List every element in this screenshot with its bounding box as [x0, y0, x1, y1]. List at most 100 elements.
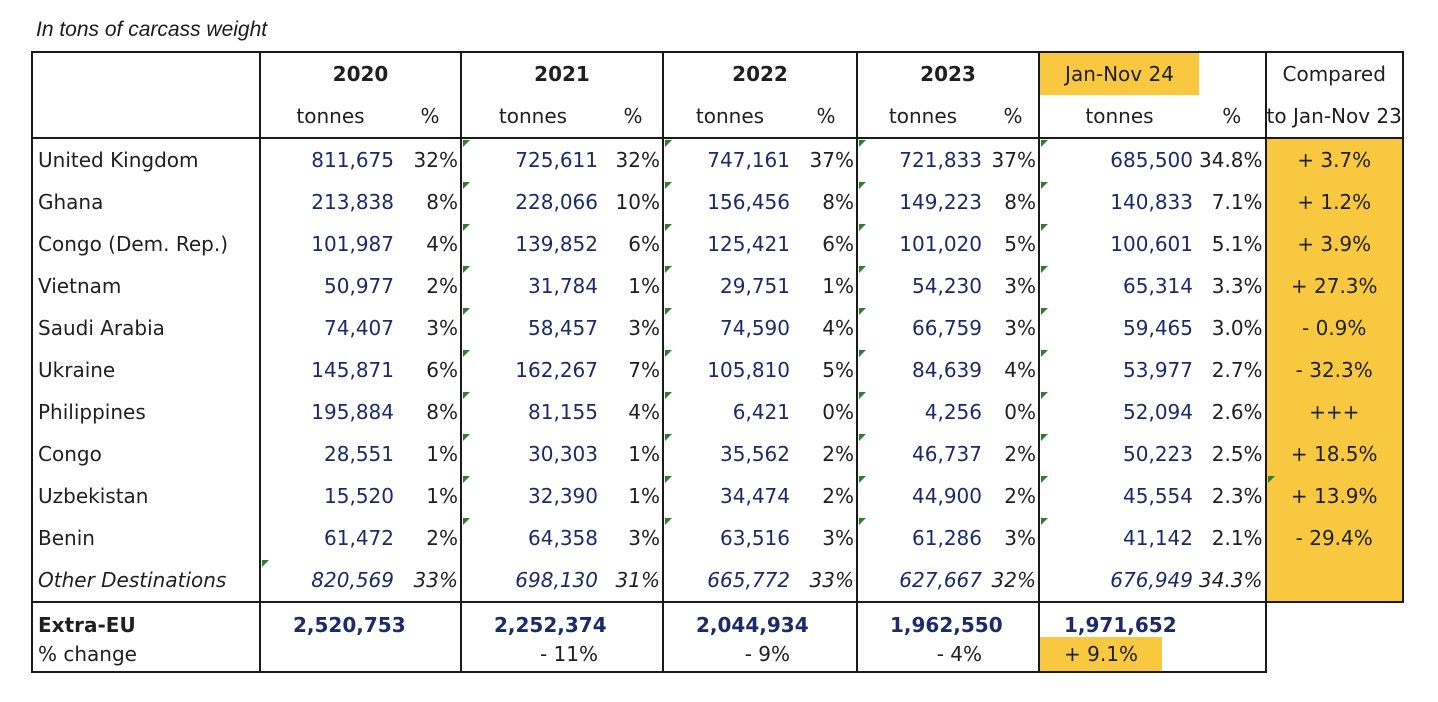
- pct-2023: 3%: [1004, 274, 1036, 298]
- total-2024: 1,971,652: [1038, 602, 1266, 637]
- pct-2024: 3.0%: [1211, 316, 1263, 340]
- tonnes-2024: 100,601: [1038, 223, 1199, 265]
- tonnes-2023: 721,833: [856, 137, 988, 181]
- pct-2023: 3%: [1004, 316, 1036, 340]
- pct-2023: 2%: [1004, 484, 1036, 508]
- country-name: Philippines: [31, 391, 260, 433]
- compared-change: - 0.9%: [1264, 307, 1404, 349]
- tonnes-2022: 74,590: [662, 307, 796, 349]
- tonnes-2021: 64,358: [460, 517, 604, 559]
- header-pct-2021: %: [604, 95, 663, 139]
- compared-change: + 1.2%: [1264, 181, 1404, 223]
- tonnes-2023: 61,286: [856, 517, 988, 559]
- tonnes-2021: 139,852: [460, 223, 604, 265]
- pct-2022: 6%: [822, 232, 854, 256]
- total-label: Extra-EU: [31, 602, 260, 637]
- compared-change: - 29.4%: [1264, 517, 1404, 559]
- pct-2020: 3%: [426, 316, 458, 340]
- compared-change: - 32.3%: [1264, 349, 1404, 391]
- total-2021: 2,252,374: [460, 602, 663, 637]
- total-row: Extra-EU 2,520,753 2,252,374 2,044,934 1,962…: [31, 602, 1403, 637]
- pct-2021: 1%: [628, 484, 660, 508]
- country-name: Congo: [31, 433, 260, 475]
- header-year-row: 2020 2021 2022 2023 Jan-Nov 24 Compared: [31, 51, 1404, 95]
- export-destinations-table: 2020 2021 2022 2023 Jan-Nov 24 Compared …: [31, 51, 1404, 673]
- tonnes-2022: 125,421: [662, 223, 796, 265]
- pct-2021: 3%: [628, 526, 660, 550]
- pct-2024: 5.1%: [1211, 232, 1263, 256]
- pct-2024: 34.8%: [1199, 137, 1266, 181]
- country-name: Saudi Arabia: [31, 307, 260, 349]
- pct-2020: 6%: [426, 358, 458, 382]
- header-compared-line1: Compared: [1264, 51, 1404, 95]
- change-blank: [1264, 637, 1403, 672]
- tonnes-2021: 58,457: [460, 307, 604, 349]
- pct-2021: 32%: [604, 137, 663, 181]
- compared-change: + 18.5%: [1264, 433, 1404, 475]
- tonnes-2020: 74,407: [259, 307, 400, 349]
- pct-2024: 2.5%: [1211, 442, 1263, 466]
- header-empty-24pct: [1199, 51, 1266, 95]
- country-name: Other Destinations: [31, 559, 260, 603]
- table-row: Congo 28,551 1% 30,303 1% 35,562 2% 46,737 2% 50,…: [31, 433, 1404, 475]
- pct-2022: 2%: [822, 442, 854, 466]
- country-name: Ukraine: [31, 349, 260, 391]
- compared-change: + 13.9%: [1264, 475, 1404, 517]
- pct-2021: 4%: [628, 400, 660, 424]
- pct-2022: 3%: [822, 526, 854, 550]
- total-blank: [1264, 602, 1403, 637]
- pct-2024: 3.3%: [1211, 274, 1263, 298]
- tonnes-2022: 34,474: [662, 475, 796, 517]
- pct-2021: 3%: [628, 316, 660, 340]
- tonnes-2021: 30,303: [460, 433, 604, 475]
- pct-2020: 2%: [426, 274, 458, 298]
- header-pct-2024: %: [1199, 95, 1266, 139]
- tonnes-2020: 213,838: [259, 181, 400, 223]
- tonnes-2023: 101,020: [856, 223, 988, 265]
- compared-change: +++: [1264, 391, 1404, 433]
- pct-2021: 1%: [628, 274, 660, 298]
- tonnes-2020: 61,472: [259, 517, 400, 559]
- pct-2024: 2.7%: [1211, 358, 1263, 382]
- tonnes-2020: 811,675: [259, 137, 400, 181]
- header-tonnes-2024: tonnes: [1038, 95, 1199, 139]
- header-year-jan-nov-24: Jan-Nov 24: [1038, 51, 1199, 95]
- tonnes-2024: 59,465: [1038, 307, 1199, 349]
- pct-2022: 33%: [796, 559, 857, 603]
- pct-2023: 5%: [1004, 232, 1036, 256]
- header-pct-2022: %: [796, 95, 857, 139]
- change-label: % change: [31, 637, 260, 673]
- compared-change: + 27.3%: [1264, 265, 1404, 307]
- tonnes-2024: 52,094: [1038, 391, 1199, 433]
- tonnes-2024: 41,142: [1038, 517, 1199, 559]
- header-pct-2023: %: [988, 95, 1039, 139]
- tonnes-2022: 156,456: [662, 181, 796, 223]
- header-tonnes-2020: tonnes: [259, 95, 400, 139]
- change-2023-pad: [988, 637, 1039, 673]
- country-name: Congo (Dem. Rep.): [31, 223, 260, 265]
- tonnes-2021: 725,611: [460, 137, 604, 181]
- header-empty: [31, 95, 260, 139]
- tonnes-2024: 53,977: [1038, 349, 1199, 391]
- pct-2020: 8%: [426, 400, 458, 424]
- change-2021-pad: [604, 637, 663, 673]
- country-name: United Kingdom: [31, 137, 260, 181]
- tonnes-2023: 44,900: [856, 475, 988, 517]
- total-2023: 1,962,550: [856, 602, 1039, 637]
- pct-2022: 4%: [822, 316, 854, 340]
- pct-2021: 6%: [628, 232, 660, 256]
- pct-2020: 1%: [426, 484, 458, 508]
- change-2022-pad: [796, 637, 857, 673]
- tonnes-2024: 45,554: [1038, 475, 1199, 517]
- tonnes-2022: 63,516: [662, 517, 796, 559]
- tonnes-2022: 665,772: [662, 559, 796, 603]
- header-tonnes-2022: tonnes: [662, 95, 796, 139]
- change-row: % change - 11% - 9% - 4% + 9.1%: [31, 637, 1403, 673]
- total-2020: 2,520,753: [259, 602, 461, 637]
- header-year-2023: 2023: [856, 51, 1039, 95]
- table-row: Ghana 213,838 8% 228,066 10% 156,456 8% 149,223…: [31, 181, 1404, 223]
- change-2021: - 11%: [460, 637, 604, 673]
- header-empty: [31, 51, 260, 95]
- header-tonnes-2021: tonnes: [460, 95, 604, 139]
- table-row-other: Other Destinations 820,569 33% 698,130 31% 66…: [31, 559, 1404, 603]
